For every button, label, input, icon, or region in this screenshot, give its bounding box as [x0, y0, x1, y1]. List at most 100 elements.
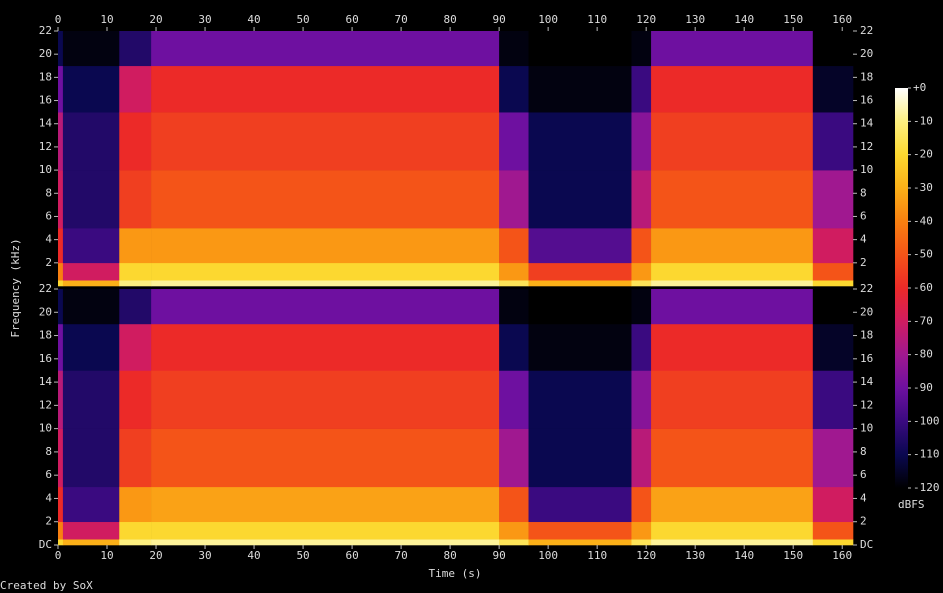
y-tick-label: DC	[39, 538, 52, 551]
spectrogram-cell	[499, 486, 529, 523]
spectrogram-cell	[631, 280, 652, 287]
spectrogram-cell	[151, 539, 500, 546]
spectrogram-cell	[62, 428, 120, 488]
spectrogram-cell	[631, 289, 652, 325]
spectrogram-cell	[528, 262, 632, 281]
spectrogram-cell	[119, 289, 152, 325]
spectrogram-cell	[62, 280, 120, 287]
x-tick-label: 110	[587, 13, 607, 26]
spectrogram-cell	[58, 539, 64, 546]
spectrogram-cell	[631, 486, 652, 523]
y-tick-label: 12	[860, 140, 873, 153]
y-tick-label: 4	[45, 233, 52, 246]
spectrogram-cell	[119, 370, 152, 429]
x-tick-label: 130	[685, 13, 705, 26]
spectrogram-cell	[119, 521, 152, 540]
spectrogram-cell	[58, 262, 64, 281]
spectrogram-cell	[812, 31, 854, 67]
x-tick-label: 10	[100, 549, 113, 562]
x-tick-label: 120	[636, 13, 656, 26]
spectrogram-cell	[58, 323, 64, 371]
y-tick-label: 14	[860, 375, 874, 388]
spectrogram-cell	[151, 65, 500, 113]
x-tick-label: 90	[492, 549, 505, 562]
y-tick-label: 16	[860, 352, 873, 365]
x-tick-label: 100	[538, 549, 558, 562]
spectrogram-cell	[151, 428, 500, 488]
y-tick-label: 16	[860, 94, 873, 107]
spectrogram-cell	[119, 65, 152, 113]
spectrogram-cell	[151, 262, 500, 281]
y-tick-label: 4	[860, 233, 867, 246]
y-tick-label: 20	[860, 47, 873, 60]
x-tick-label: 40	[247, 13, 260, 26]
spectrogram-cell	[499, 539, 529, 546]
spectrogram-cell	[631, 521, 652, 540]
spectrogram-cell	[812, 112, 854, 171]
spectrogram-cell	[119, 262, 152, 281]
y-tick-label: 22	[39, 24, 52, 37]
spectrogram-cell	[58, 65, 64, 113]
y-tick-label: 20	[860, 305, 873, 318]
spectrogram-cell	[151, 280, 500, 287]
spectrogram-cell	[499, 521, 529, 540]
spectrogram-cell	[528, 428, 632, 488]
y-tick-label: 20	[39, 47, 52, 60]
y-tick-label: 18	[39, 70, 52, 83]
spectrogram-cell	[528, 370, 632, 429]
spectrogram-cell	[62, 289, 120, 325]
colorbar-tick-label: -100	[913, 414, 940, 427]
y-tick-label: 12	[860, 398, 873, 411]
spectrogram-cell	[499, 428, 529, 488]
spectrogram-cell	[812, 539, 854, 546]
y-tick-label: 12	[39, 398, 52, 411]
x-tick-label: 60	[345, 549, 358, 562]
spectrogram-cell	[651, 323, 814, 371]
spectrogram-cell	[528, 228, 632, 264]
colorbar-label: dBFS	[898, 498, 925, 511]
x-tick-label: 20	[149, 549, 162, 562]
spectrogram-cell	[499, 170, 529, 229]
y-tick-label: 10	[39, 163, 52, 176]
spectrogram-cell	[499, 228, 529, 264]
y-tick-label: 8	[45, 445, 52, 458]
y-tick-label: 18	[860, 70, 873, 83]
x-tick-label: 100	[538, 13, 558, 26]
spectrogram-cell	[631, 170, 652, 229]
x-tick-label: 160	[832, 13, 852, 26]
x-tick-label: 60	[345, 13, 358, 26]
spectrogram-cell	[119, 170, 152, 229]
x-tick-label: 0	[55, 13, 62, 26]
spectrogram-cell	[151, 370, 500, 429]
colorbar-tick-label: -50	[913, 248, 933, 261]
y-tick-label: 8	[860, 445, 867, 458]
x-tick-label: 160	[832, 549, 852, 562]
spectrogram-cell	[62, 486, 120, 523]
colorbar-tick-label: -70	[913, 314, 933, 327]
y-tick-label: 14	[860, 117, 874, 130]
y-tick-label: 8	[860, 186, 867, 199]
spectrogram-cell	[631, 539, 652, 546]
x-axis-label: Time (s)	[429, 567, 482, 580]
y-tick-label: 10	[39, 422, 52, 435]
colorbar-tick-label: -60	[913, 281, 933, 294]
spectrogram-cell	[499, 112, 529, 171]
y-tick-label: DC	[860, 538, 873, 551]
y-tick-label: 22	[39, 282, 52, 295]
spectrogram-cell	[651, 428, 814, 488]
spectrogram-cell	[651, 262, 814, 281]
spectrogram-cell	[151, 289, 500, 325]
spectrogram-cell	[528, 170, 632, 229]
colorbar-tick-label: -80	[913, 348, 933, 361]
colorbar-tick-label: +0	[913, 81, 926, 94]
x-tick-label: 30	[198, 13, 211, 26]
y-tick-label: 2	[45, 256, 52, 269]
spectrogram-cell	[651, 170, 814, 229]
spectrogram-cell	[812, 289, 854, 325]
spectrogram-cell	[151, 112, 500, 171]
y-tick-label: 6	[45, 468, 52, 481]
y-tick-label: 20	[39, 305, 52, 318]
x-tick-label: 40	[247, 549, 260, 562]
spectrogram-cell	[631, 112, 652, 171]
spectrogram-cell	[499, 370, 529, 429]
